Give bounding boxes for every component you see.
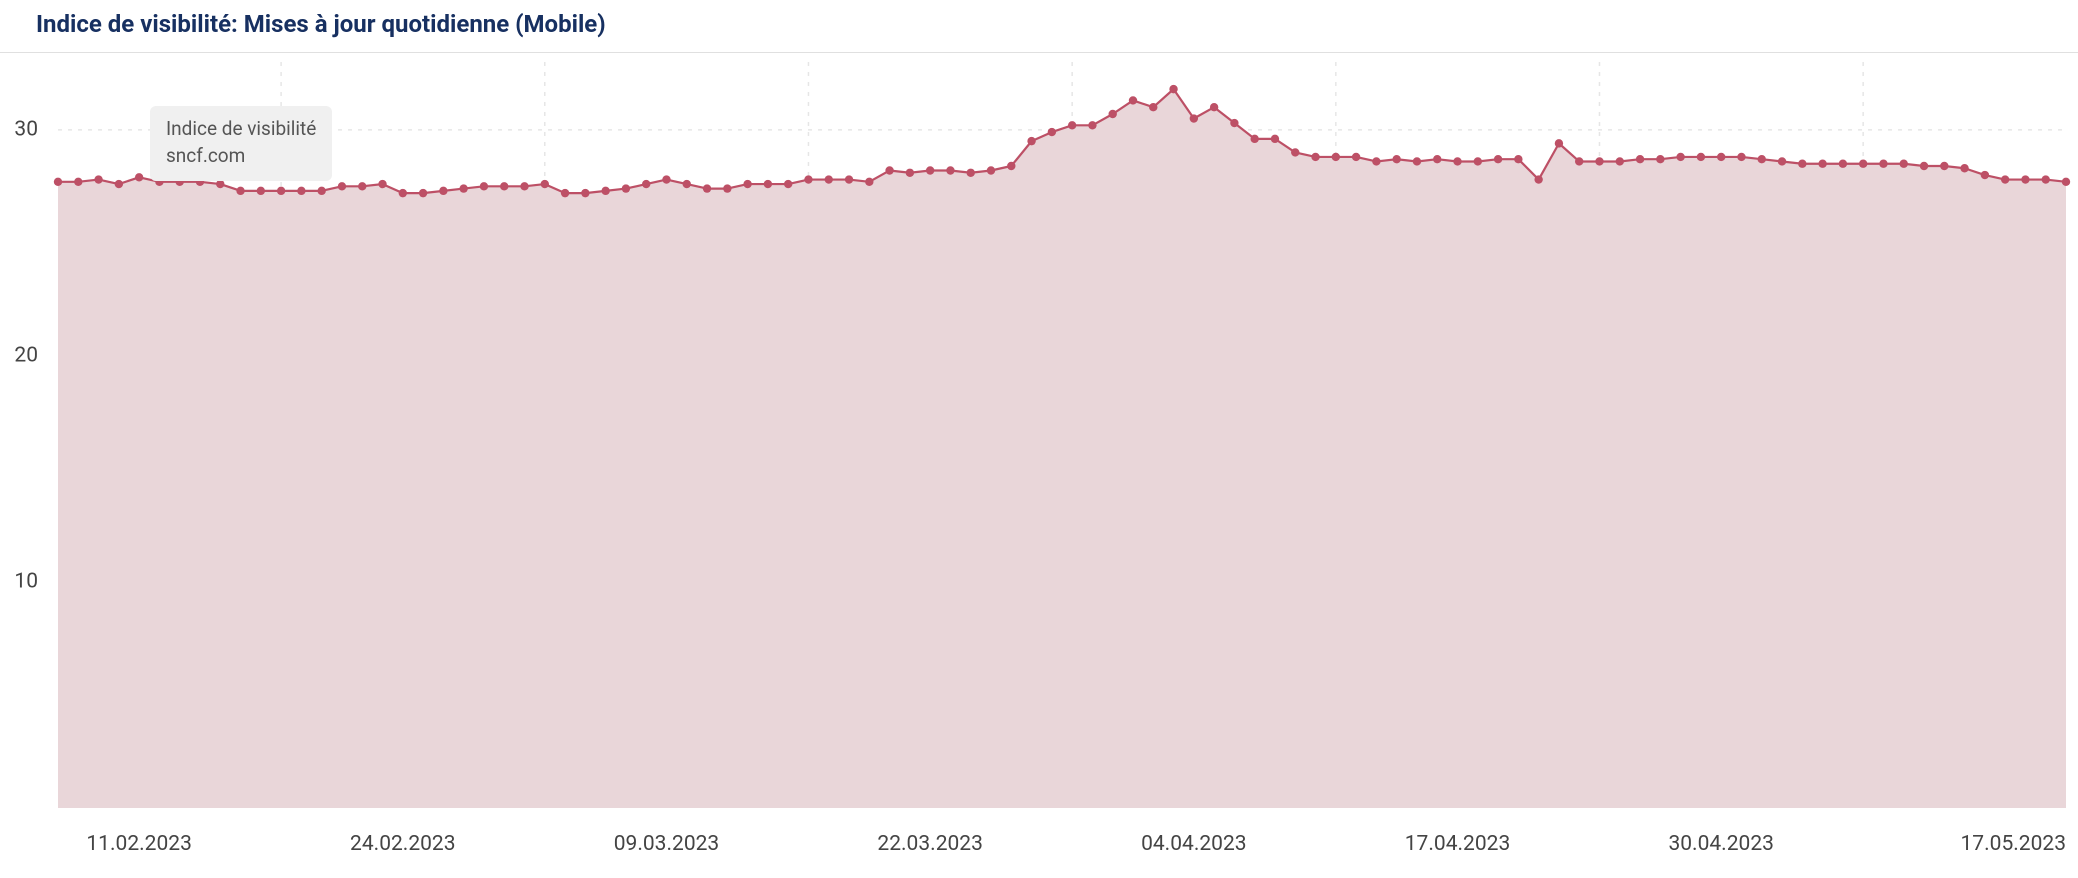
- svg-text:30.04.2023: 30.04.2023: [1668, 832, 1774, 856]
- chart-title: Indice de visibilité: Mises à jour quoti…: [0, 0, 2078, 52]
- chart-card: Indice de visibilité: Mises à jour quoti…: [0, 0, 2078, 878]
- svg-text:11.02.2023: 11.02.2023: [86, 832, 192, 856]
- svg-text:17.05.2023: 17.05.2023: [1961, 832, 2067, 856]
- svg-text:10: 10: [14, 569, 38, 593]
- svg-text:24.02.2023: 24.02.2023: [350, 832, 456, 856]
- svg-text:09.03.2023: 09.03.2023: [614, 832, 720, 856]
- svg-text:30: 30: [14, 117, 38, 141]
- svg-text:22.03.2023: 22.03.2023: [877, 832, 983, 856]
- svg-text:04.04.2023: 04.04.2023: [1141, 832, 1247, 856]
- svg-text:20: 20: [14, 343, 38, 367]
- svg-text:17.04.2023: 17.04.2023: [1405, 832, 1511, 856]
- visibility-line-chart[interactable]: 10 20 30 11.02.2023 24.02.2023 09.03.2023 22.0…: [0, 52, 2078, 872]
- chart-area[interactable]: 10 20 30 11.02.2023 24.02.2023 09.03.2023 22.0…: [0, 52, 2078, 872]
